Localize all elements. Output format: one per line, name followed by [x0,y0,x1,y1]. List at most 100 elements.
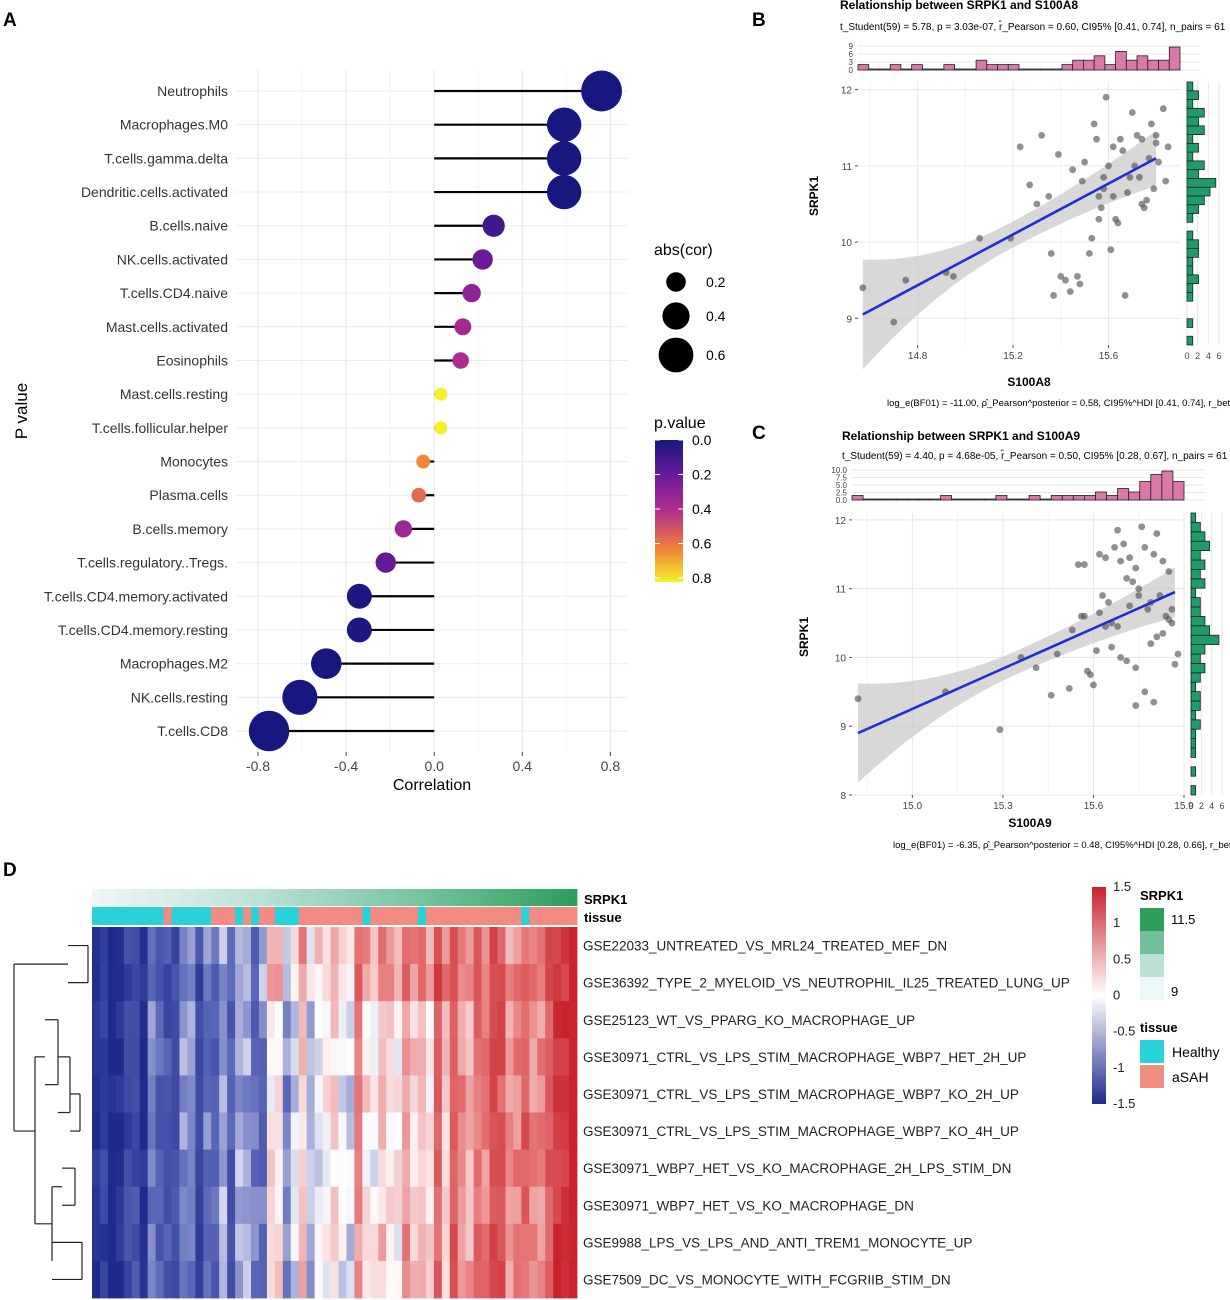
heatmap-cell-7-32 [346,1186,355,1225]
c-point-48 [1147,640,1155,648]
tissue-annotation-cell-44 [441,907,451,925]
heatmap-cell-1-44 [441,964,451,1002]
heatmap-cell-1-56 [537,964,546,1002]
heatmap-cell-9-24 [282,1260,292,1299]
heatmap-cell-9-17 [227,1260,236,1299]
heatmap-cell-2-38 [394,1001,403,1039]
c-point-11 [1090,681,1097,689]
heatmap-cell-4-22 [266,1075,276,1113]
c-yhist-bar-20 [1190,597,1201,608]
heatmap-cell-6-30 [330,1149,339,1188]
c-yhist-bar-29 [1190,512,1197,523]
heatmap-cell-8-57 [545,1223,554,1262]
b-point-46 [1062,276,1069,284]
heatmap-cell-2-10 [171,1001,180,1039]
panel-c-subtitle: t_Student(59) = 4.40, p = 4.68e-05, r̂_P… [842,448,1228,462]
heatmap-row-label-5: GSE30971_CTRL_VS_LPS_STIM_MACROPHAGE_WBP… [583,1124,1019,1139]
heatmap-cell-5-3 [115,1112,125,1150]
heatmap-cell-8-22 [266,1223,276,1262]
category-label-5: NK.cells.activated [117,251,228,267]
heatmap-cell-7-52 [505,1186,514,1225]
srpk1-annotation-cell-4 [123,889,133,906]
b-point-14 [1076,280,1084,288]
c-y-tick-label-4: 12 [835,516,847,527]
c-point-49 [1068,626,1076,634]
tissue-annotation-cell-22 [266,907,276,925]
b-yhist-bar-26 [1186,107,1205,118]
srpk1-annotation-cell-35 [370,889,379,906]
heatmap-cell-9-35 [370,1260,379,1299]
heatmap-cell-9-45 [449,1260,459,1299]
heatmap-cell-3-39 [402,1038,411,1076]
srpk1-annotation-cell-34 [362,889,371,906]
heatmap-cell-7-35 [370,1186,379,1225]
heatmap-cell-9-31 [338,1260,347,1299]
heatmap-cell-3-44 [441,1038,451,1076]
tissue-annotation-cell-53 [513,907,522,925]
heatmap-cell-4-48 [473,1075,482,1113]
c-point-42 [1117,654,1125,661]
heatmap-cell-1-53 [513,964,522,1002]
heatmap-cell-7-0 [92,1186,101,1225]
color-legend-title: p.value [654,415,706,432]
srpk1-annotation-cell-8 [155,889,164,906]
c-point-51 [1126,602,1134,610]
heatmap-cell-1-21 [258,964,268,1002]
tissue-annotation-cell-20 [251,907,260,925]
heatmap-cell-6-0 [92,1149,101,1188]
heatmap-cell-1-33 [354,964,363,1002]
b-x-tick-label-1: 15.2 [1003,351,1023,362]
c-y-tick-label-2: 10 [835,653,847,664]
heatmap-cell-2-29 [322,1001,331,1039]
lollipop-point-13 [394,520,413,538]
b-point-18 [1090,120,1098,128]
c-yhist-bar-5 [1190,738,1197,749]
heatmap-cell-6-15 [211,1149,220,1188]
heatmap-row-label-4: GSE30971_CTRL_VS_LPS_STIM_MACROPHAGE_WBP… [583,1087,1019,1102]
heatmap-cell-3-48 [473,1038,482,1076]
size-legend: 0.2 0.4 0.6 [658,272,726,373]
srpk1-legend-title: SRPK1 [1140,888,1183,903]
heatmap-cell-1-15 [211,964,220,1002]
b-point-57 [1152,139,1160,147]
heatmap-cell-0-29 [322,927,331,965]
panel-c: Relationship between SRPK1 and S100A9 t_… [797,429,1230,851]
c-xhist-bar-18 [1050,495,1063,501]
heatmap-cell-0-60 [569,927,578,965]
srpk1-annotation-cell-18 [235,889,244,906]
c-yhist-bar-7 [1190,719,1201,730]
heatmap-cell-6-9 [163,1149,172,1188]
heatmap-cell-5-24 [282,1112,292,1150]
heatmap-cell-5-14 [203,1112,212,1150]
heatmap-cell-3-3 [115,1038,125,1076]
heatmap-cell-4-20 [251,1075,260,1113]
c-point-23 [1132,564,1140,572]
heatmap-cell-8-14 [203,1223,212,1262]
heatmap-scale-label-4: -0.5 [1113,1024,1135,1039]
panel-c-title: Relationship between SRPK1 and S100A9 [842,429,1080,443]
heatmap-cell-0-10 [171,927,180,965]
b-point-50 [1085,250,1093,257]
heatmap-cell-8-45 [449,1223,459,1262]
heatmap-cell-3-58 [553,1038,562,1076]
srpk1-annotation-cell-50 [489,889,498,906]
tissue-annotation-cell-42 [425,907,435,925]
b-xhist-bar-19 [1061,64,1074,71]
heatmap-cell-1-6 [139,964,149,1002]
heatmap-cell-9-43 [433,1260,443,1299]
heatmap-cell-3-43 [433,1038,443,1076]
tissue-annotation-cell-19 [243,907,252,925]
heatmap-cell-0-39 [402,927,411,965]
b-xhist-bar-23 [1104,64,1117,71]
c-xhist-bar-13 [995,495,1008,501]
c-point-12 [1096,550,1103,558]
heatmap-cell-6-50 [489,1149,498,1188]
srpk1-annotation-cell-43 [433,889,443,906]
heatmap-cell-0-7 [147,927,157,965]
b-xhist-bar-12 [986,64,998,71]
c-yhist-bar-22 [1190,578,1206,589]
heatmap-cell-4-12 [187,1075,196,1113]
lollipop-point-11 [416,454,431,469]
c-yhist-bar-16 [1190,634,1220,646]
heatmap-cell-2-0 [92,1001,101,1039]
